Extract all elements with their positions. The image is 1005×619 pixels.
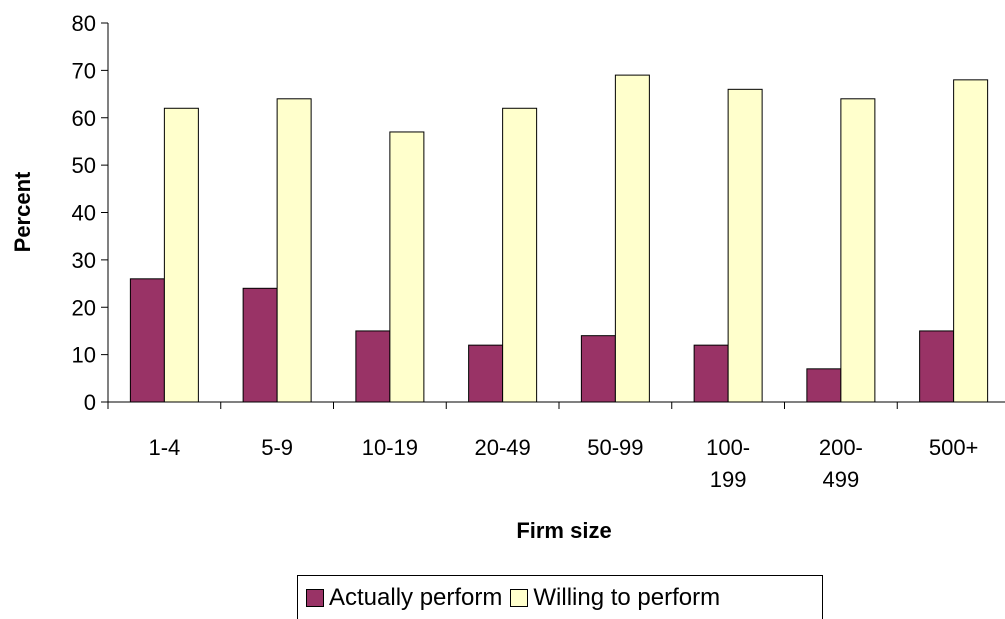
bar-willing-to-perform	[727, 88, 763, 403]
y-tick-label: 10	[72, 343, 96, 368]
legend: Actually perform Willing to perform	[297, 575, 823, 619]
legend-swatch-willing-to-perform	[510, 588, 529, 607]
y-tick-label: 60	[72, 106, 96, 131]
x-tick-label: 100-199	[706, 435, 750, 492]
x-tick-label: 5-9	[261, 435, 293, 460]
y-tick-label: 50	[72, 153, 96, 178]
x-axis: 1-4 5-9 10-19 20-49 50-99 100-199 200-499 500+	[107, 401, 1005, 492]
x-tick-label: 500+	[929, 435, 979, 460]
bar-willing-to-perform	[953, 79, 989, 403]
x-tick-label: 20-49	[474, 435, 530, 460]
bar-actually-perform	[355, 330, 391, 403]
y-axis: 0 10 20 30 40 50 60 70 80	[72, 11, 109, 415]
bar-willing-to-perform	[840, 98, 876, 403]
legend-item-actually-perform: Actually perform	[306, 584, 502, 612]
bar-actually-perform	[242, 287, 278, 403]
y-tick-label: 0	[84, 390, 96, 415]
y-tick-label: 80	[72, 11, 96, 36]
bar-willing-to-perform	[389, 131, 425, 403]
y-tick-label: 30	[72, 248, 96, 273]
legend-label-willing-to-perform: Willing to perform	[533, 583, 721, 611]
bar-actually-perform	[806, 368, 842, 403]
y-tick-label: 70	[72, 58, 96, 83]
bar-willing-to-perform	[614, 74, 650, 403]
x-tick-label: 200-499	[819, 435, 863, 492]
x-tick-label: 50-99	[587, 435, 643, 460]
legend-swatch-actually-perform	[306, 588, 324, 607]
legend-label-actually-perform: Actually perform	[329, 583, 503, 611]
x-axis-title: Firm size	[516, 518, 611, 543]
legend-item-willing-to-perform: Willing to perform	[510, 584, 720, 612]
bar-willing-to-perform	[163, 107, 199, 403]
y-tick-label: 20	[72, 295, 96, 320]
bar-actually-perform	[580, 335, 616, 403]
bar-actually-perform	[129, 278, 165, 403]
y-tick-label: 40	[72, 201, 96, 226]
bars	[129, 74, 989, 403]
bar-willing-to-perform	[502, 107, 538, 403]
y-axis-title: Percent	[10, 171, 35, 252]
bar-actually-perform	[468, 344, 504, 403]
x-tick-label: 1-4	[148, 435, 180, 460]
bar-actually-perform	[693, 344, 729, 403]
bar-willing-to-perform	[276, 98, 312, 403]
bar-actually-perform	[919, 330, 955, 403]
x-tick-label: 10-19	[362, 435, 418, 460]
